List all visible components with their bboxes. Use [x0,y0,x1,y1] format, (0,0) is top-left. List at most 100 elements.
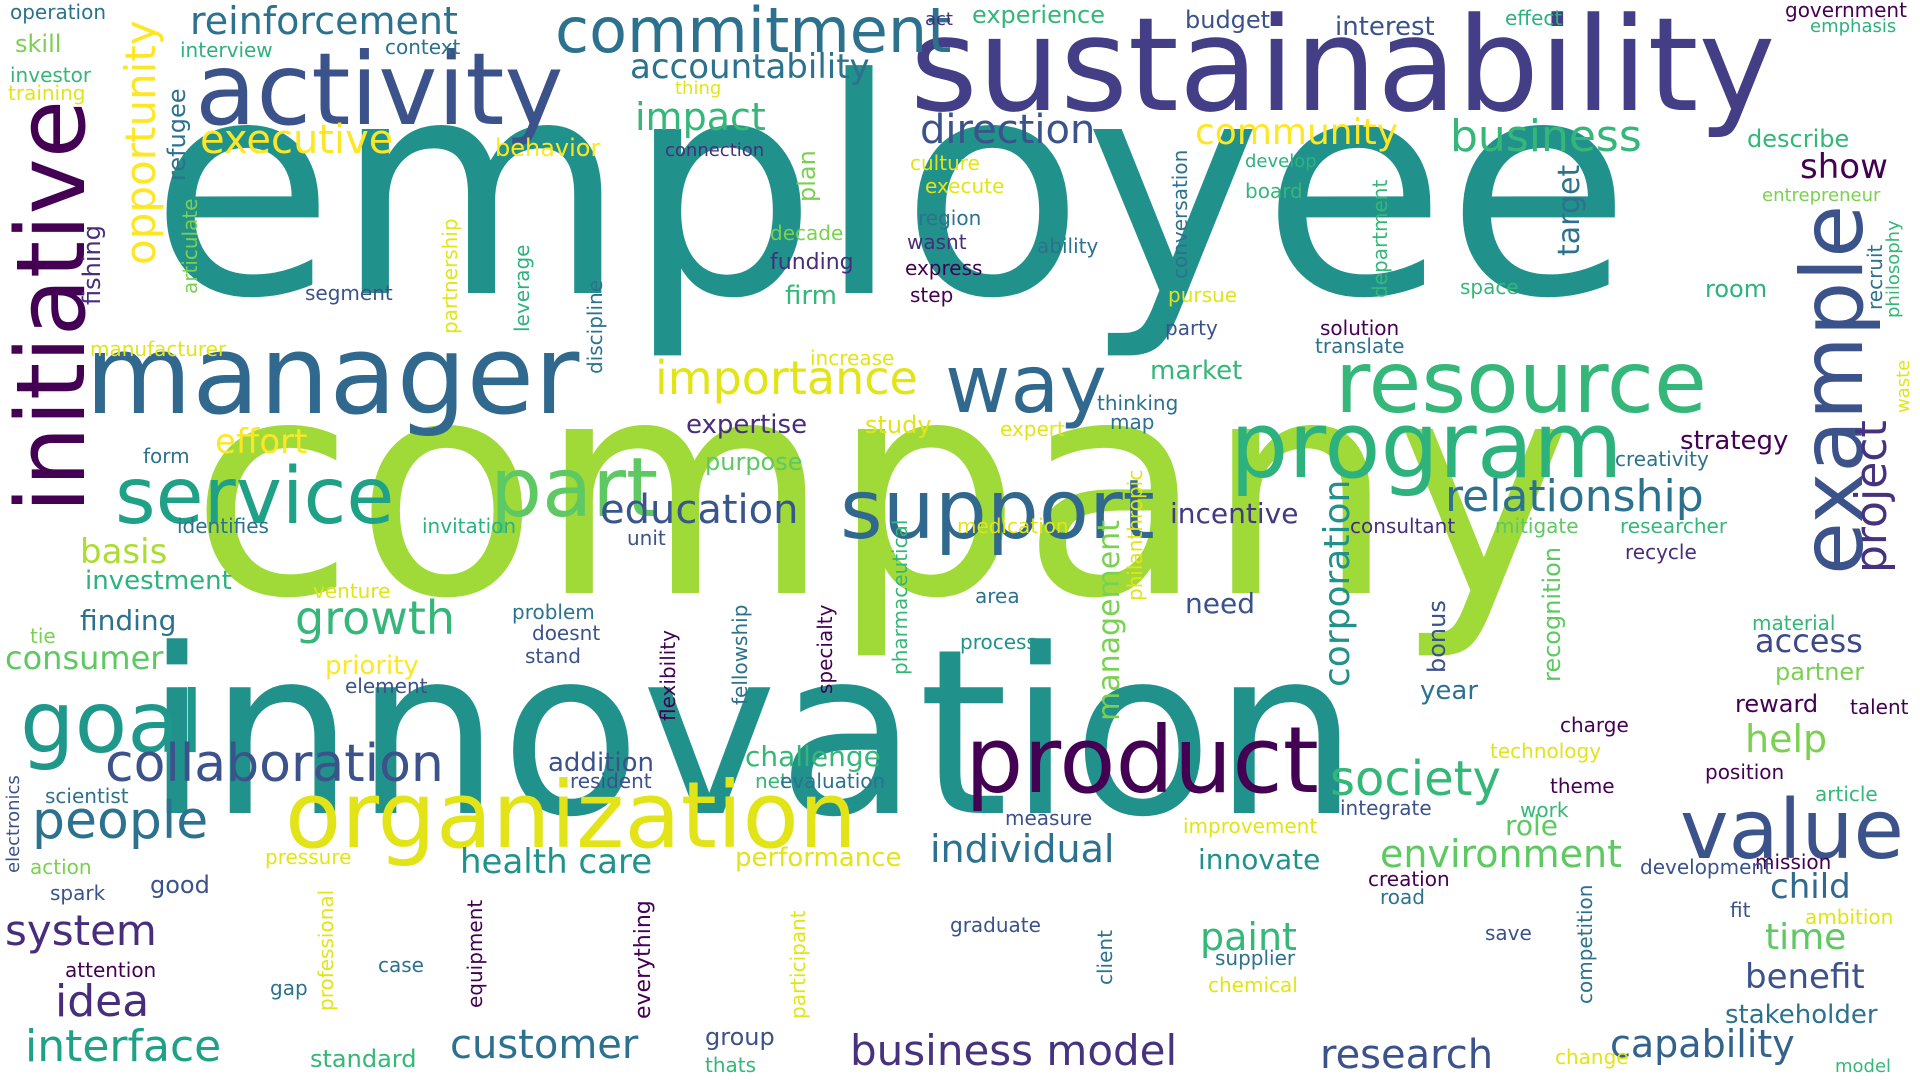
word-community: community [1195,112,1399,153]
word-resource: resource [1335,333,1707,433]
word-party: party [1165,316,1218,340]
word-charge: charge [1560,713,1629,737]
word-area: area [975,584,1020,608]
word-product: product [965,707,1319,814]
word-individual: individual [930,827,1115,871]
word-context: context [385,35,461,59]
word-translate: translate [1315,334,1405,358]
word-scientist: scientist [45,784,129,808]
word-pharmaceutical: pharmaceutical [888,519,912,675]
word-venture: venture [313,579,391,603]
word-specialty: specialty [813,604,837,694]
word-map: map [1110,410,1155,434]
word-impact: impact [635,95,766,139]
word-effort: effort [215,422,308,462]
word-creativity: creativity [1615,447,1709,471]
word-decade: decade [770,221,844,245]
word-road: road [1380,885,1425,909]
word-management: management [1092,520,1127,721]
word-fishing: fishing [78,225,106,305]
word-attention: attention [65,958,157,982]
word-research: research [1320,1032,1494,1078]
word-operation: operation [10,0,107,24]
word-finding: finding [80,604,177,637]
word-recycle: recycle [1625,540,1697,564]
word-corporation: corporation [1317,479,1358,687]
word-execute: execute [925,174,1005,198]
word-challenge: challenge [745,740,881,773]
word-sustainability: sustainability [910,0,1776,141]
word-idea: idea [55,976,150,1027]
word-wasnt: wasnt [907,230,967,254]
word-thing: thing [675,78,722,99]
word-environment: environment [1380,832,1623,876]
word-fit: fit [1730,898,1751,922]
word-technology: technology [1490,739,1602,763]
word-group: group [705,1023,775,1051]
word-problem: problem [512,600,595,624]
word-role: role [1505,809,1559,842]
word-skill: skill [15,30,62,58]
word-project: project [1846,420,1897,573]
word-stand: stand [525,644,581,668]
word-tie: tie [30,624,56,648]
word-innovation: innovation [145,601,1359,868]
word-pressure: pressure [265,845,352,869]
word-study: study [865,411,932,439]
word-flexibility: flexibility [656,630,680,721]
word-participant: participant [786,910,810,1019]
word-express: express [905,256,983,280]
word-creation: creation [1368,867,1450,891]
word-case: case [378,953,424,977]
word-increase: increase [810,346,895,370]
word-everything: everything [631,900,656,1019]
word-electronics: electronics [3,775,24,873]
word-commitment: commitment [555,0,952,67]
word-discipline: discipline [583,279,607,374]
word-growth: growth [295,591,456,645]
word-customer: customer [450,1022,639,1068]
word-interface: interface [25,1021,222,1072]
word-experience: experience [972,1,1106,29]
word-access: access [1755,622,1863,660]
word-reward: reward [1735,690,1819,718]
word-doesnt: doesnt [532,621,601,645]
word-time: time [1765,917,1847,958]
word-importance: importance [655,351,918,405]
word-develop: develop [1245,151,1317,172]
word-change: change [1555,1045,1629,1069]
word-mission: mission [1755,850,1832,874]
word-incentive: incentive [1170,497,1299,530]
word-client: client [1093,930,1117,985]
word-training: training [8,81,86,105]
word-company: company [190,315,1573,664]
word-government: government [1785,0,1907,22]
word-manager: manager [85,311,580,439]
word-initiative: initiative [0,99,107,513]
word-purpose: purpose [705,448,803,476]
word-chemical: chemical [1208,973,1298,997]
word-pursue: pursue [1168,283,1237,307]
word-space: space [1460,275,1519,299]
word-step: step [910,283,954,307]
word-way: way [945,338,1107,431]
word-expert: expert [1000,417,1065,441]
word-invitation: invitation [422,514,517,538]
word-ability: ability [1037,234,1099,258]
word-process: process [960,630,1037,654]
word-gap: gap [270,976,308,1000]
word-interview: interview [180,38,273,62]
word-medication: medication [957,514,1069,538]
word-act: act [925,9,953,30]
word-firm: firm [785,281,837,311]
word-society: society [1330,751,1501,807]
word-evaluation: evaluation [780,769,886,793]
word-service: service [115,452,395,542]
word-equipment: equipment [463,899,487,1008]
word-relationship: relationship [1445,471,1704,522]
word-improvement: improvement [1183,814,1318,838]
word-net: net [755,769,788,793]
word-collaboration: collaboration [105,734,444,794]
word-spark: spark [50,881,106,905]
word-manufacturer: manufacturer [90,337,227,361]
